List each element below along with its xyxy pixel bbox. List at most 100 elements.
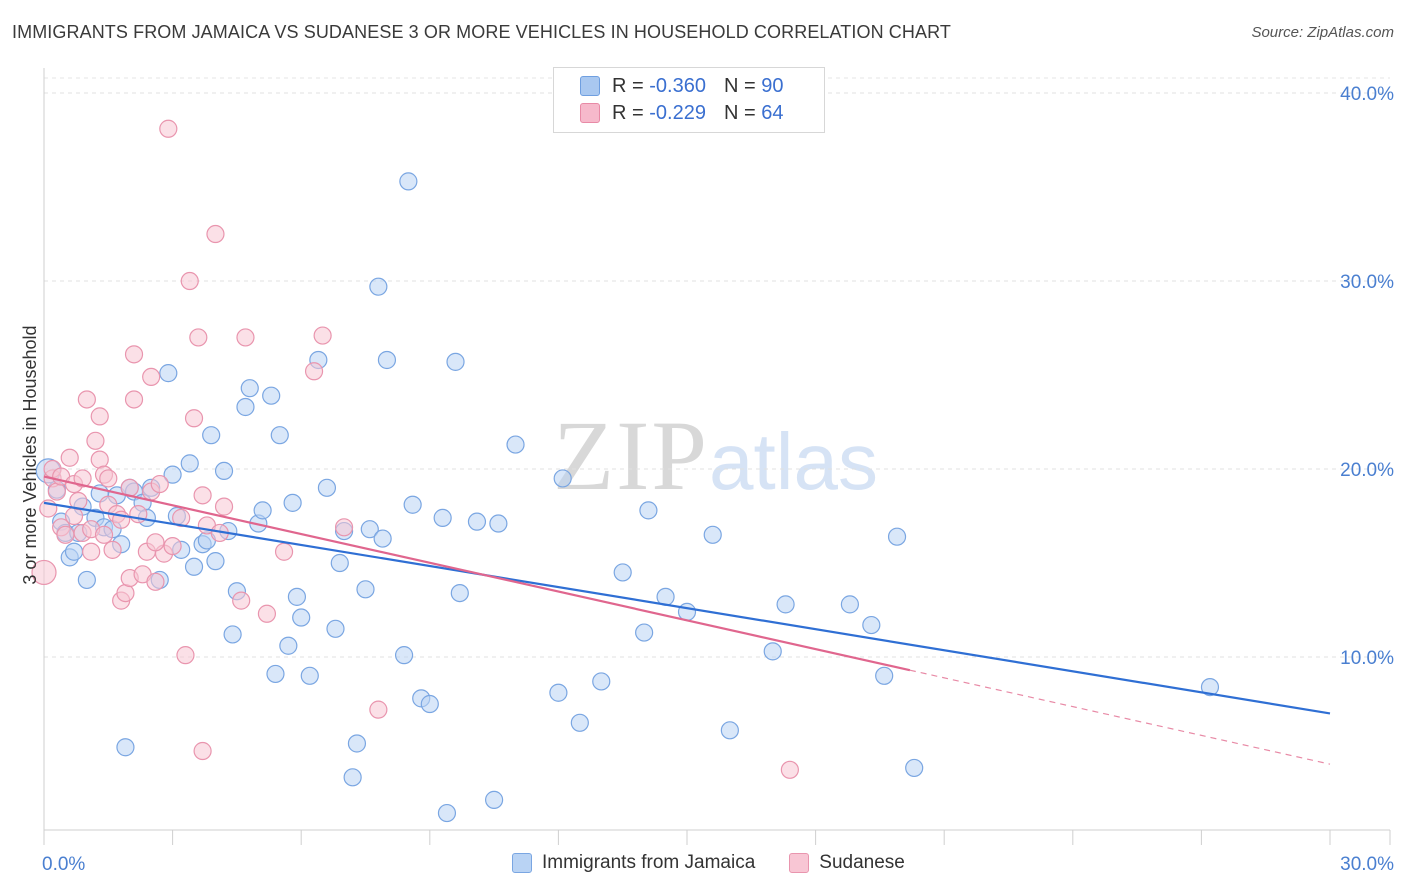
point-jamaica [677, 602, 697, 621]
point-jamaica [253, 501, 272, 520]
point-sudanese [232, 591, 251, 610]
point-sudanese [31, 559, 57, 586]
point-jamaica [317, 478, 337, 497]
legend-swatch-jamaica [580, 76, 600, 96]
legend-swatch-sudanese [580, 103, 600, 123]
data-points [31, 119, 1220, 823]
point-jamaica [223, 625, 242, 644]
point-sudanese [86, 431, 105, 450]
point-sudanese [150, 474, 169, 494]
legend-item-sudanese: Sudanese [789, 852, 905, 874]
point-jamaica [446, 352, 465, 371]
point-jamaica [394, 646, 414, 665]
point-sudanese [103, 540, 122, 559]
point-sudanese [116, 583, 135, 603]
axes [43, 68, 1390, 831]
point-jamaica [776, 595, 795, 614]
point-sudanese [180, 271, 199, 291]
point-sudanese [236, 328, 255, 347]
point-jamaica [703, 525, 722, 544]
point-jamaica [262, 386, 281, 405]
point-jamaica [720, 721, 739, 740]
y-tick-label: 40.0% [1340, 84, 1394, 105]
point-jamaica [1200, 677, 1220, 697]
point-sudanese [189, 328, 208, 347]
y-tick-label: 10.0% [1340, 648, 1394, 669]
legend-r-label: R = [612, 74, 644, 97]
point-sudanese [274, 542, 294, 561]
legend-r-value: -0.229 [649, 101, 706, 124]
watermark-atlas: atlas [709, 417, 878, 506]
point-sudanese [369, 700, 388, 719]
trend-line-sudanese-extrapolated [909, 669, 1331, 765]
point-sudanese [334, 518, 354, 537]
x-tick-label-min: 0.0% [42, 854, 85, 875]
point-jamaica [639, 501, 658, 520]
point-jamaica [369, 277, 388, 296]
point-jamaica [287, 587, 307, 606]
legend-n-label: N = [723, 74, 756, 97]
point-jamaica [489, 514, 508, 533]
point-sudanese [313, 326, 332, 345]
legend-r-value: -0.360 [649, 74, 706, 97]
point-sudanese [94, 525, 114, 544]
point-jamaica [635, 623, 654, 642]
watermark-zip: ZIP [553, 400, 709, 511]
legend-label-jamaica: Immigrants from Jamaica [542, 852, 756, 873]
point-jamaica [570, 713, 589, 732]
point-jamaica [399, 172, 418, 191]
point-sudanese [99, 469, 118, 488]
point-jamaica [184, 557, 204, 576]
point-sudanese [47, 482, 66, 501]
stats-legend: R = -0.360 N = 90 R = -0.229 N = 64 [553, 67, 825, 133]
point-jamaica [270, 426, 289, 445]
point-jamaica [347, 734, 367, 753]
source-label: Source: ZipAtlas.com [1251, 24, 1394, 41]
point-sudanese [176, 646, 195, 665]
legend-row-jamaica: R = -0.360 N = 90 [580, 73, 783, 99]
point-jamaica [840, 595, 859, 614]
point-jamaica [373, 529, 392, 548]
point-jamaica [163, 465, 182, 484]
point-jamaica [159, 364, 178, 383]
point-jamaica [763, 642, 782, 661]
point-sudanese [304, 362, 324, 381]
point-sudanese [90, 407, 109, 426]
legend-swatch-jamaica [512, 853, 532, 873]
point-sudanese [124, 390, 144, 409]
point-jamaica [403, 495, 422, 514]
chart-title: IMMIGRANTS FROM JAMAICA VS SUDANESE 3 OR… [12, 22, 951, 42]
point-jamaica [300, 666, 319, 685]
legend-r-label: R = [612, 101, 644, 124]
point-jamaica [343, 768, 362, 787]
point-jamaica [236, 397, 255, 417]
point-sudanese [77, 390, 96, 409]
point-sudanese [206, 224, 225, 244]
point-sudanese [124, 345, 144, 364]
point-jamaica [180, 454, 199, 473]
point-sudanese [73, 469, 92, 488]
point-jamaica [485, 790, 504, 809]
series-legend: Immigrants from Jamaica Sudanese [512, 852, 939, 874]
trend-line-jamaica [43, 501, 1331, 715]
point-sudanese [193, 486, 212, 505]
point-sudanese [60, 448, 79, 467]
point-sudanese [184, 409, 204, 428]
legend-n-value: 64 [761, 101, 784, 124]
point-sudanese [82, 542, 101, 561]
y-tick-label: 30.0% [1340, 272, 1394, 293]
point-jamaica [266, 664, 285, 684]
point-jamaica [862, 615, 881, 635]
point-jamaica [326, 619, 345, 638]
point-jamaica [377, 350, 397, 370]
legend-item-jamaica: Immigrants from Jamaica [512, 852, 755, 874]
point-jamaica [330, 553, 349, 573]
point-sudanese [163, 536, 182, 556]
point-jamaica [467, 512, 487, 531]
trend-lines [43, 475, 1331, 765]
y-axis-label: 3 or more Vehicles in Household [20, 325, 40, 584]
point-sudanese [64, 506, 84, 526]
point-sudanese [159, 119, 178, 138]
point-jamaica [279, 636, 298, 655]
